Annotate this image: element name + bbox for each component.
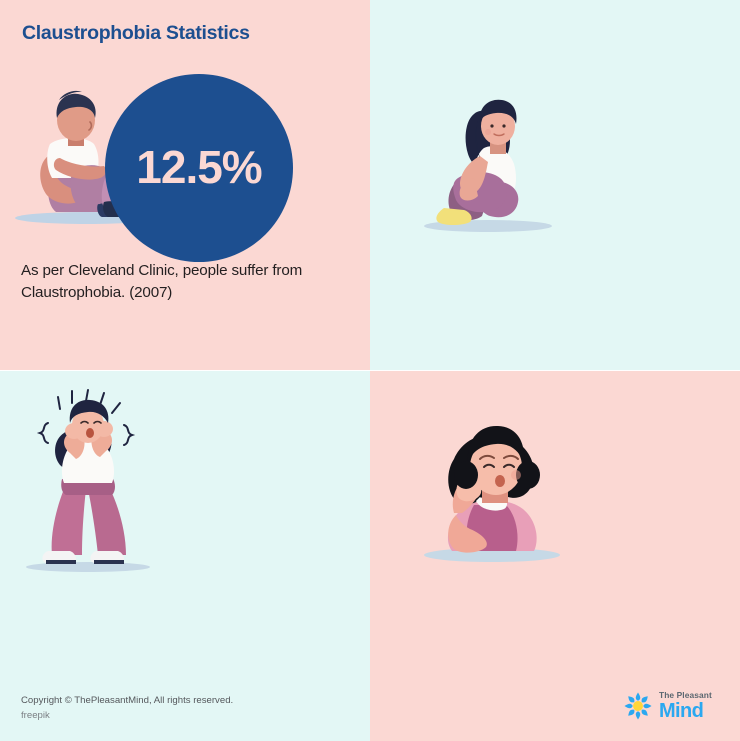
copyright-text: Copyright © ThePleasantMind, All rights …	[21, 695, 234, 706]
pleasant-mind-logo[interactable]: The Pleasant Mind	[623, 691, 712, 721]
page-title: Claustrophobia Statistics	[22, 22, 250, 44]
stat-panel-2: Who is affected more? As per Cleveland C…	[370, 0, 740, 370]
worried-woman-hand-on-cheek-illustration	[424, 425, 560, 562]
stat-panel-1: Claustrophobia Statistics	[0, 0, 370, 370]
woman-standing-distressed-illustration	[26, 389, 150, 572]
stat-panel-3: 13% As per J Magn Reson Imaging, patient…	[0, 371, 370, 741]
stat-panel-4: 19 million As per Johns Hopkins Medicine…	[370, 371, 740, 741]
logo-top-text: The Pleasant	[659, 690, 712, 701]
image-credit-text: freepik	[21, 709, 50, 721]
sun-flower-icon	[624, 692, 652, 720]
stat-circle-1: 12.5%	[105, 74, 293, 262]
footer-copyright-block: Copyright © ThePleasantMind, All rights …	[21, 694, 233, 724]
stat-caption-1: As per Cleveland Clinic, people suffer f…	[21, 262, 303, 302]
woman-sitting-hugging-knees-illustration	[424, 99, 552, 232]
logo-wordmark: The Pleasant Mind	[659, 690, 712, 722]
logo-main-text: Mind	[659, 699, 704, 722]
